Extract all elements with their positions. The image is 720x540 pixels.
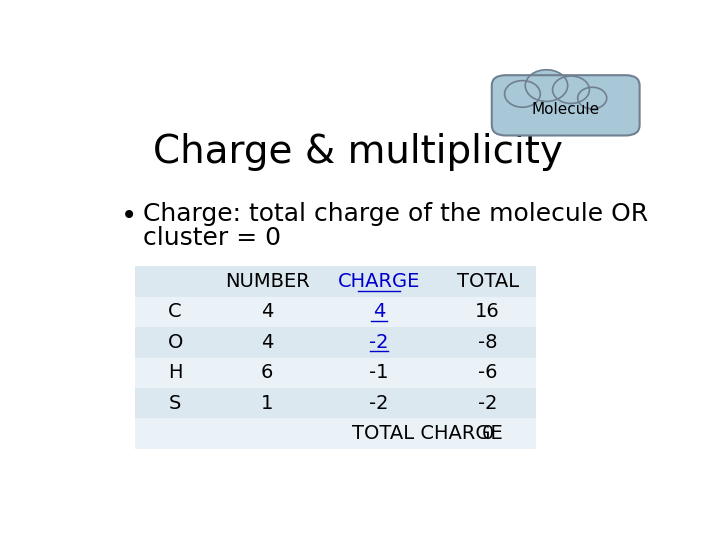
Text: TOTAL: TOTAL (456, 272, 518, 291)
Text: H: H (168, 363, 182, 382)
Circle shape (505, 80, 540, 107)
Text: Charge: total charge of the molecule OR: Charge: total charge of the molecule OR (143, 202, 648, 226)
Circle shape (526, 70, 567, 102)
Text: -8: -8 (478, 333, 498, 352)
Text: Charge & multiplicity: Charge & multiplicity (153, 133, 563, 171)
Text: -2: -2 (369, 394, 389, 413)
Circle shape (577, 87, 607, 109)
Text: CHARGE: CHARGE (338, 272, 420, 291)
Text: 4: 4 (261, 302, 274, 321)
Text: 1: 1 (261, 394, 274, 413)
FancyBboxPatch shape (135, 418, 536, 449)
Text: 6: 6 (261, 363, 274, 382)
Text: 16: 16 (475, 302, 500, 321)
Text: -2: -2 (369, 333, 389, 352)
Text: Molecule: Molecule (532, 102, 600, 117)
Text: •: • (121, 202, 137, 230)
Text: -1: -1 (369, 363, 389, 382)
Text: cluster = 0: cluster = 0 (143, 226, 281, 250)
Text: TOTAL CHARGE: TOTAL CHARGE (352, 424, 503, 443)
Text: S: S (169, 394, 181, 413)
Text: 4: 4 (372, 302, 385, 321)
Text: -2: -2 (478, 394, 498, 413)
Text: 0: 0 (482, 424, 494, 443)
Text: O: O (168, 333, 183, 352)
Circle shape (552, 76, 590, 104)
Text: 4: 4 (261, 333, 274, 352)
FancyBboxPatch shape (135, 266, 536, 297)
FancyBboxPatch shape (135, 297, 536, 327)
FancyBboxPatch shape (492, 75, 639, 136)
Text: NUMBER: NUMBER (225, 272, 310, 291)
Text: -6: -6 (478, 363, 498, 382)
FancyBboxPatch shape (135, 388, 536, 418)
Text: C: C (168, 302, 182, 321)
FancyBboxPatch shape (135, 327, 536, 357)
FancyBboxPatch shape (135, 357, 536, 388)
